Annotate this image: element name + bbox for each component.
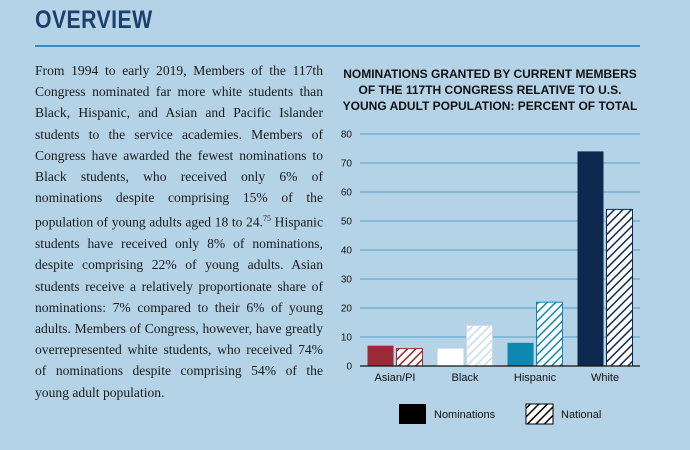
legend-label-nominations: Nominations xyxy=(434,409,496,421)
x-category-label-white: White xyxy=(591,372,619,384)
bar-nominations-hispanic xyxy=(507,342,534,366)
bar-nominations-asianpi xyxy=(367,345,394,366)
y-tick-label-50: 50 xyxy=(341,217,353,228)
y-tick-label-80: 80 xyxy=(341,130,353,141)
x-category-label-asianpi: Asian/PI xyxy=(375,372,416,384)
y-tick-label-30: 30 xyxy=(341,275,353,286)
x-category-label-hispanic: Hispanic xyxy=(514,372,557,384)
heading-divider xyxy=(35,45,640,47)
bar-national-asianpi xyxy=(396,348,423,367)
legend-swatch-nominations xyxy=(399,404,426,424)
section-heading: OVERVIEW xyxy=(35,6,153,34)
bar-national-black xyxy=(466,324,493,367)
bar-nominations-black xyxy=(437,348,464,366)
y-tick-label-10: 10 xyxy=(341,333,353,344)
legend-label-national: National xyxy=(561,409,601,421)
y-tick-label-20: 20 xyxy=(341,304,353,315)
bar-national-white xyxy=(606,208,633,367)
x-category-label-black: Black xyxy=(452,372,479,384)
chart-title: NOMINATIONS GRANTED BY CURRENT MEMBERS O… xyxy=(342,67,638,113)
overview-paragraph: From 1994 to early 2019, Members of the … xyxy=(35,63,323,400)
bar-nominations-white xyxy=(577,151,604,366)
y-tick-label-60: 60 xyxy=(341,188,353,199)
y-tick-label-40: 40 xyxy=(341,246,353,257)
y-tick-label-0: 0 xyxy=(346,362,352,373)
legend-swatch-national xyxy=(525,403,554,425)
bar-national-hispanic xyxy=(536,301,563,367)
y-tick-label-70: 70 xyxy=(341,159,353,170)
